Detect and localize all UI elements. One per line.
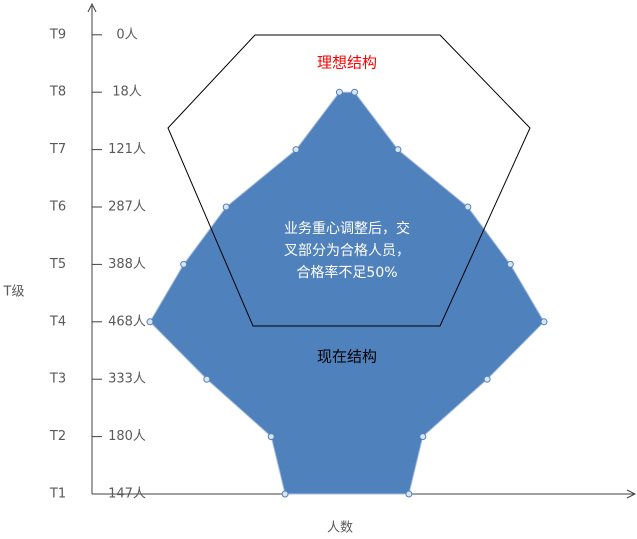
x-axis-label: 人数 [327, 521, 353, 536]
x-arrow [626, 489, 637, 499]
current-structure [149, 91, 545, 495]
y-tick-label: T8 [49, 85, 66, 100]
data-point [405, 490, 413, 498]
ideal-label: 理想结构 [317, 54, 377, 72]
current-label: 现在结构 [317, 348, 377, 366]
data-point [267, 433, 275, 441]
y-arrow [87, 2, 97, 13]
data-point [222, 203, 230, 211]
y-tick-label: T5 [49, 257, 66, 272]
y-tick-label: T3 [49, 372, 66, 387]
value-label: 0人 [116, 27, 137, 42]
y-axis-label: T级 [3, 285, 25, 300]
data-point [335, 88, 343, 96]
data-point [540, 318, 548, 326]
data-point [394, 146, 402, 154]
data-point [419, 433, 427, 441]
data-point [351, 88, 359, 96]
data-point [464, 203, 472, 211]
data-point [292, 146, 300, 154]
y-tick-label: T9 [49, 27, 66, 42]
annotation: 合格率不足50% [296, 264, 397, 281]
data-point [506, 260, 514, 268]
y-tick-label: T1 [49, 487, 66, 502]
ideal-hexagon [167, 34, 531, 327]
value-label: 121人 [108, 142, 146, 157]
y-tick-label: T2 [49, 429, 66, 444]
value-label: 180人 [108, 429, 146, 444]
value-label: 18人 [112, 85, 142, 100]
value-label: 468人 [108, 314, 146, 329]
data-point [483, 375, 491, 383]
data-point [180, 260, 188, 268]
plot [146, 88, 548, 498]
value-label: 147人 [108, 487, 146, 502]
data-point [281, 490, 289, 498]
y-tick-label: T7 [49, 142, 66, 157]
annotation: 叉部分为合格人员， [284, 243, 410, 259]
value-label: 333人 [108, 372, 146, 387]
annotation: 业务重心调整后，交 [284, 220, 410, 237]
data-point [146, 318, 154, 326]
y-tick-label: T4 [49, 314, 66, 329]
y-tick-label: T6 [49, 200, 66, 215]
value-label: 388人 [108, 257, 146, 272]
value-label: 287人 [108, 200, 146, 215]
data-point [203, 375, 211, 383]
